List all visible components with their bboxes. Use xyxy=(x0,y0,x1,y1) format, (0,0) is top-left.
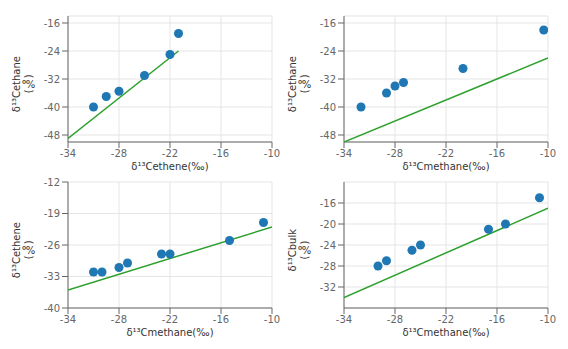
svg-text:-22: -22 xyxy=(162,148,178,159)
svg-text:-34: -34 xyxy=(336,314,352,325)
svg-text:-22: -22 xyxy=(162,314,178,325)
svg-text:-34: -34 xyxy=(60,148,76,159)
svg-text:-10: -10 xyxy=(540,314,556,325)
svg-text:-22: -22 xyxy=(438,148,454,159)
html-text:δ¹³Cethene(‰): δ¹³Cethene(‰) xyxy=(131,161,209,172)
html-text:δ¹³Cethene (‰): δ¹³Cethene (‰) xyxy=(11,221,34,279)
svg-text:-33: -33 xyxy=(44,271,60,282)
svg-text:-32: -32 xyxy=(44,74,60,85)
svg-text:-40: -40 xyxy=(44,102,60,113)
svg-text:-10: -10 xyxy=(540,148,556,159)
svg-text:-28: -28 xyxy=(387,314,403,325)
svg-text:-34: -34 xyxy=(60,314,76,325)
svg-text:-20: -20 xyxy=(320,219,336,230)
svg-text:-22: -22 xyxy=(438,314,454,325)
html-text:δ¹³Cmethane(‰): δ¹³Cmethane(‰) xyxy=(126,327,214,338)
svg-text:-28: -28 xyxy=(111,314,127,325)
svg-text:-16: -16 xyxy=(213,148,229,159)
svg-text:-16: -16 xyxy=(213,314,229,325)
svg-text:-48: -48 xyxy=(320,130,336,141)
svg-text:-32: -32 xyxy=(320,282,336,293)
svg-text:-40: -40 xyxy=(44,303,60,314)
svg-text:-28: -28 xyxy=(387,148,403,159)
svg-text:-34: -34 xyxy=(336,148,352,159)
html-text:δ¹³Cethane (‰): δ¹³Cethane (‰) xyxy=(11,55,34,113)
svg-text:-24: -24 xyxy=(320,240,336,251)
svg-text:-10: -10 xyxy=(264,148,280,159)
svg-text:-16: -16 xyxy=(320,198,336,209)
svg-text:-40: -40 xyxy=(320,102,336,113)
svg-text:-26: -26 xyxy=(44,240,60,251)
svg-text:-16: -16 xyxy=(489,148,505,159)
svg-text:-16: -16 xyxy=(489,314,505,325)
svg-text:-48: -48 xyxy=(44,130,60,141)
svg-text:-12: -12 xyxy=(44,177,60,188)
html-text:δ¹³Cbulk (‰): δ¹³Cbulk (‰) xyxy=(287,228,310,272)
svg-text:-10: -10 xyxy=(264,314,280,325)
svg-text:-24: -24 xyxy=(320,46,336,57)
html-text:δ¹³Cethane (‰): δ¹³Cethane (‰) xyxy=(287,55,310,113)
svg-text:-19: -19 xyxy=(44,208,60,219)
svg-text:-28: -28 xyxy=(111,148,127,159)
html-text:δ¹³Cmethane(‰): δ¹³Cmethane(‰) xyxy=(402,327,490,338)
html-text:δ¹³Cmethane(‰): δ¹³Cmethane(‰) xyxy=(402,161,490,172)
svg-text:-24: -24 xyxy=(44,46,60,57)
svg-text:-28: -28 xyxy=(320,261,336,272)
svg-text:-16: -16 xyxy=(44,18,60,29)
svg-text:-32: -32 xyxy=(320,74,336,85)
svg-text:-16: -16 xyxy=(320,18,336,29)
